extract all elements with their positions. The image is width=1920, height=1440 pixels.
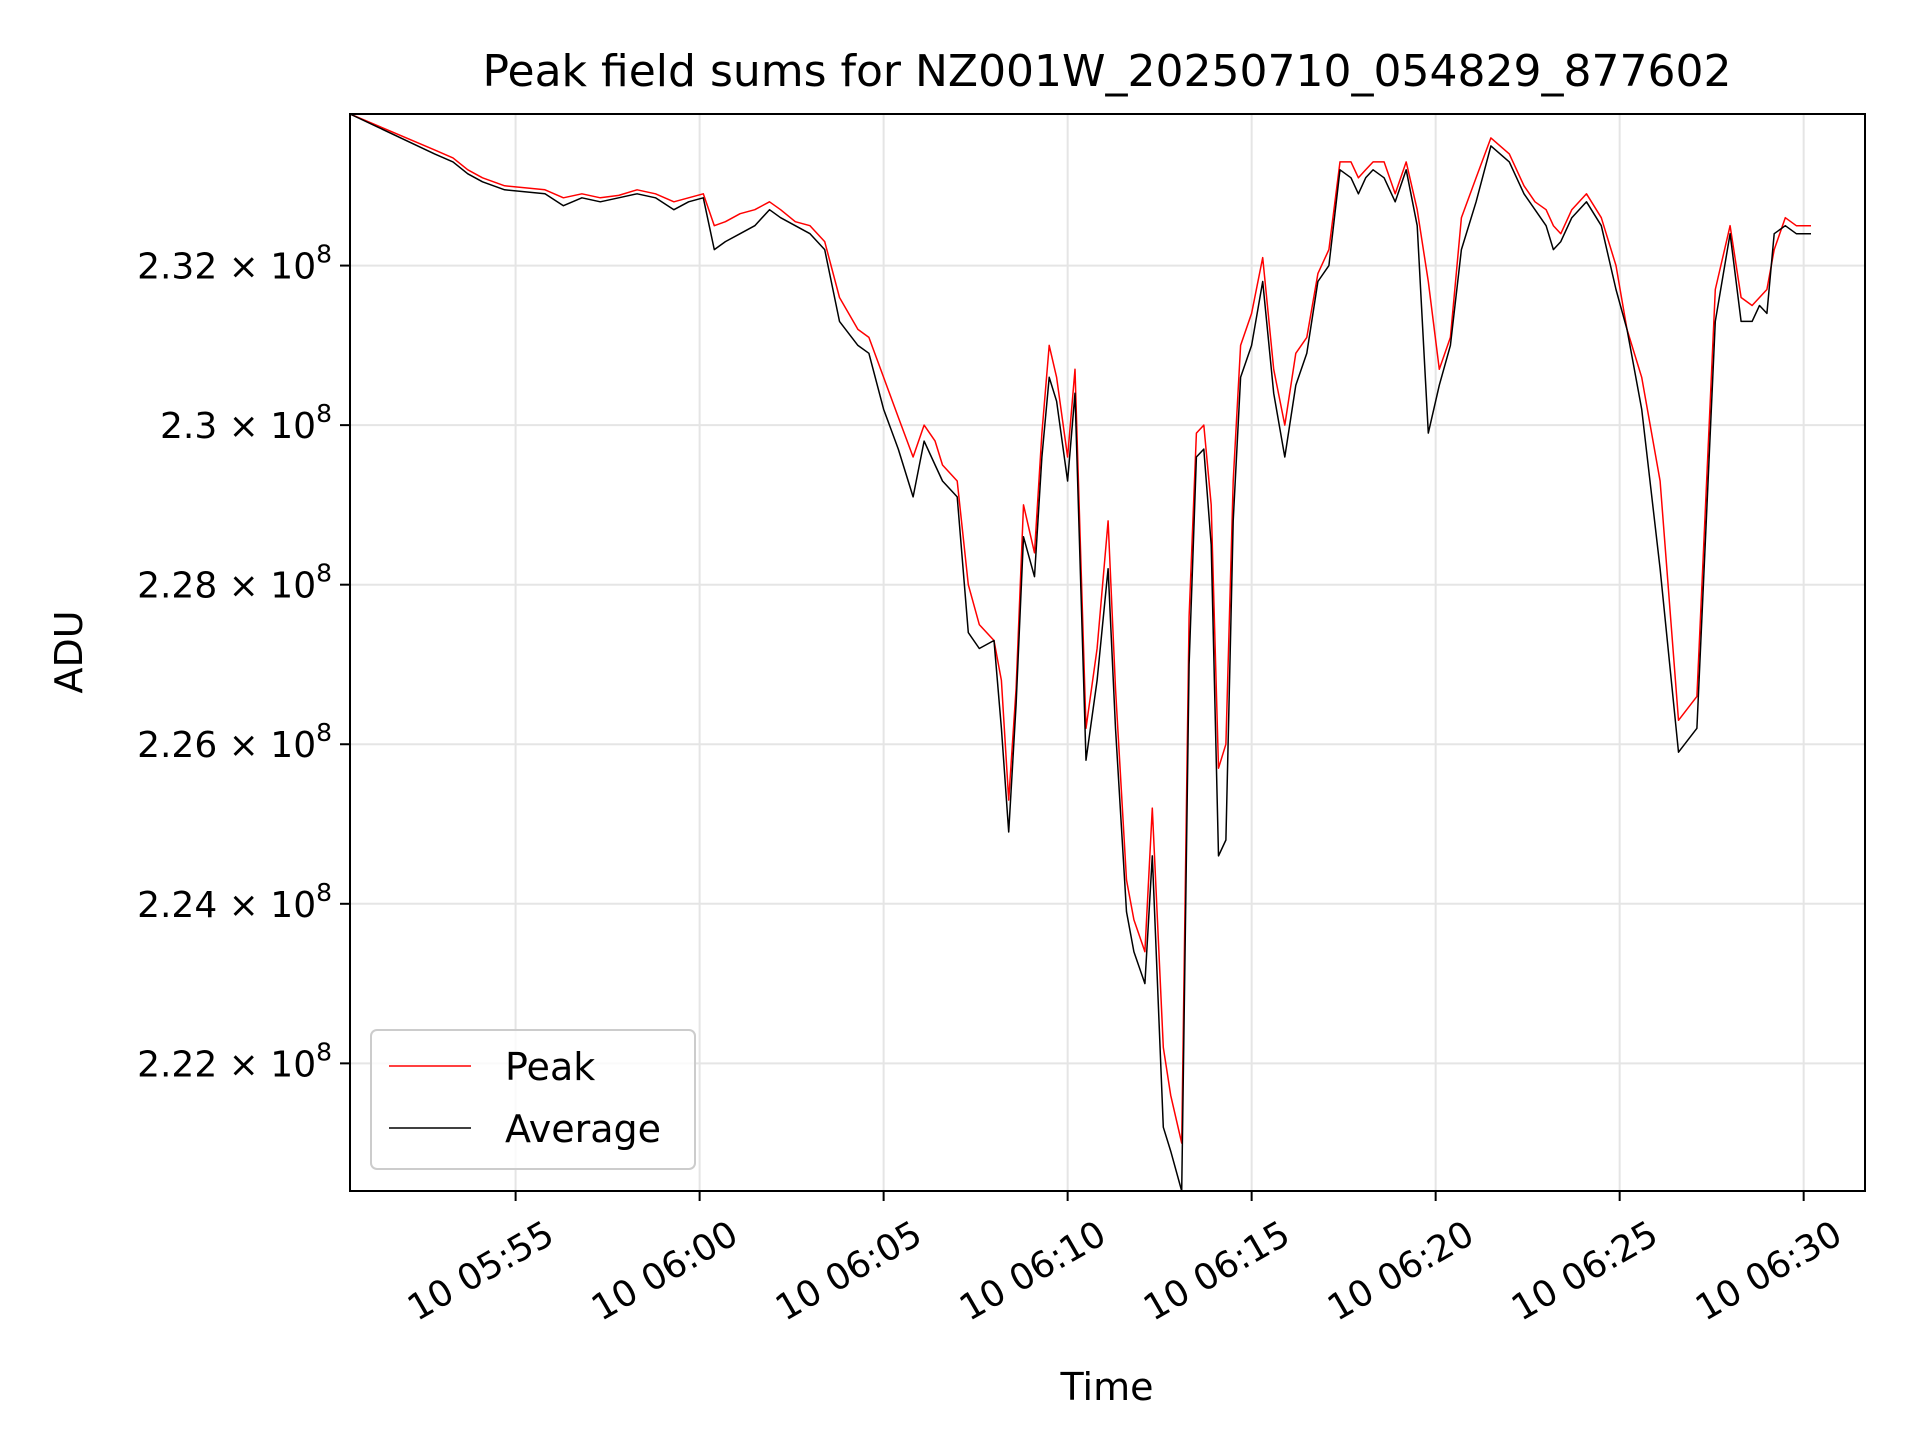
y-tick-label: 2.28 × 108 xyxy=(137,559,332,607)
y-axis: 2.22 × 108 2.24 × 108 2.26 × 108 2.28 × 108… xyxy=(137,240,350,1085)
chart-title: Peak field sums for NZ001W_20250710_0548… xyxy=(483,46,1732,97)
y-tick-label: 2.32 × 108 xyxy=(137,240,332,288)
y-axis-label: ADU xyxy=(47,610,91,693)
legend-box xyxy=(370,1029,696,1170)
series-layer xyxy=(349,113,1811,1192)
legend-label-peak: Peak xyxy=(505,1045,595,1089)
y-tick-label: 2.3 × 108 xyxy=(160,399,332,447)
series-line-average xyxy=(349,113,1811,1192)
y-tick-label: 2.24 × 108 xyxy=(137,878,332,926)
plot-frame xyxy=(349,113,1866,1192)
legend-label-average: Average xyxy=(505,1107,661,1151)
x-axis-label: Time xyxy=(1060,1365,1154,1409)
legend: Peak Average xyxy=(370,1029,696,1170)
y-tick-label: 2.26 × 108 xyxy=(137,718,332,766)
y-tick-label: 2.22 × 108 xyxy=(137,1037,332,1085)
series-line-peak xyxy=(349,113,1811,1144)
